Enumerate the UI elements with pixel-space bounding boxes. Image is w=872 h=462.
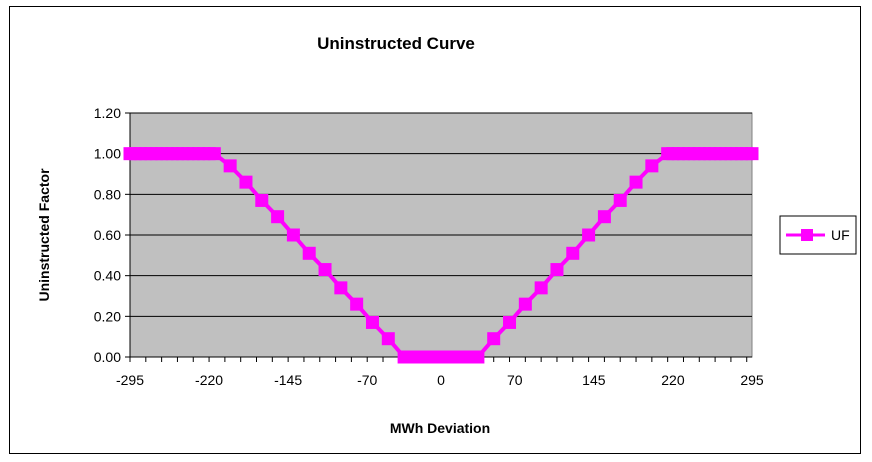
data-point: [487, 332, 501, 346]
legend-marker-uf: [801, 229, 813, 241]
x-axis-label: MWh Deviation: [390, 420, 490, 436]
data-point: [239, 175, 253, 189]
chart-frame: Uninstructed Curve 0.00 0.20 0.40 0.60 0.80 1…: [9, 6, 861, 454]
x-tick-label: -295: [116, 372, 144, 388]
series-uf: [123, 147, 759, 364]
data-point: [223, 159, 237, 173]
legend-label-uf: UF: [831, 227, 850, 243]
x-tick-label: 0: [437, 372, 445, 388]
grid-lines: [130, 112, 752, 317]
y-tick-label: 0.40: [94, 268, 121, 284]
data-point: [318, 263, 332, 277]
y-tick-label: 1.20: [94, 105, 121, 121]
data-point: [286, 228, 300, 242]
y-tick-label: 1.00: [94, 146, 121, 162]
data-point: [745, 147, 759, 161]
x-tick-label: 70: [507, 372, 523, 388]
y-tick-label: 0.20: [94, 308, 121, 324]
data-point: [381, 332, 395, 346]
data-point: [613, 193, 627, 207]
y-tick-label: 0.00: [94, 349, 121, 365]
x-tick-label: -220: [195, 372, 223, 388]
data-point: [365, 315, 379, 329]
data-point: [550, 263, 564, 277]
data-point: [518, 297, 532, 311]
x-tick-label: 145: [582, 372, 606, 388]
data-point: [302, 246, 316, 260]
data-point: [334, 281, 348, 295]
chart-title: Uninstructed Curve: [317, 34, 475, 53]
x-tick-label: -145: [274, 372, 302, 388]
y-axis-label: Uninstructed Factor: [36, 168, 52, 302]
x-axis: -295 -220 -145 -70 0 70 145 220 295: [116, 356, 764, 388]
data-point: [255, 193, 269, 207]
data-point: [582, 228, 596, 242]
x-tick-label: 295: [740, 372, 764, 388]
data-point: [350, 297, 364, 311]
data-point: [534, 281, 548, 295]
x-tick-label: 220: [661, 372, 685, 388]
legend: UF: [779, 215, 857, 255]
y-tick-label: 0.60: [94, 227, 121, 243]
chart-svg: Uninstructed Curve 0.00 0.20 0.40 0.60 0.80 1…: [36, 34, 857, 436]
data-point: [503, 315, 517, 329]
y-axis: 0.00 0.20 0.40 0.60 0.80 1.00 1.20: [94, 105, 131, 365]
data-point: [597, 210, 611, 224]
y-tick-label: 0.80: [94, 186, 121, 202]
x-tick-label: -70: [357, 372, 377, 388]
data-point: [471, 350, 485, 364]
data-point: [645, 159, 659, 173]
data-point: [271, 210, 285, 224]
data-point: [207, 147, 221, 161]
data-point: [629, 175, 643, 189]
data-point: [566, 246, 580, 260]
